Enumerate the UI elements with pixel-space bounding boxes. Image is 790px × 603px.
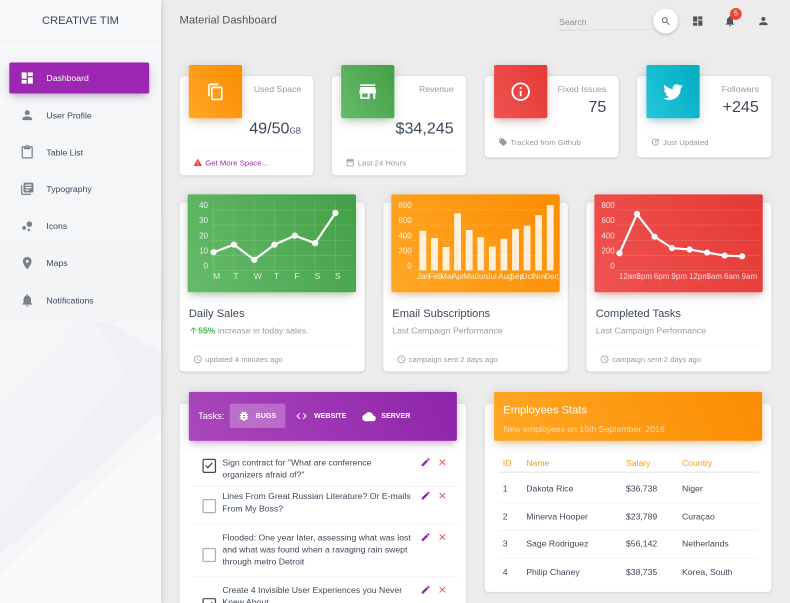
svg-text:Jun: Jun xyxy=(475,272,488,281)
svg-text:0: 0 xyxy=(610,262,615,271)
svg-text:T: T xyxy=(233,271,239,281)
svg-text:12am: 12am xyxy=(619,272,639,281)
svg-text:Nov: Nov xyxy=(533,272,547,281)
svg-text:0: 0 xyxy=(407,262,412,271)
svg-text:Mar: Mar xyxy=(440,272,454,281)
svg-text:10: 10 xyxy=(199,246,208,255)
svg-text:S: S xyxy=(335,271,341,281)
svg-text:Jul: Jul xyxy=(486,272,496,281)
svg-text:Aug: Aug xyxy=(498,272,512,281)
svg-text:3am: 3am xyxy=(707,272,723,281)
svg-text:6am: 6am xyxy=(724,272,740,281)
svg-text:T: T xyxy=(274,271,280,281)
svg-text:0: 0 xyxy=(204,262,209,271)
svg-text:9pm: 9pm xyxy=(672,272,688,281)
svg-text:12pm: 12pm xyxy=(689,272,709,281)
svg-text:800: 800 xyxy=(601,201,615,210)
svg-text:30: 30 xyxy=(199,216,208,225)
svg-text:9am: 9am xyxy=(742,272,758,281)
svg-text:Feb: Feb xyxy=(428,272,442,281)
svg-text:F: F xyxy=(294,271,299,281)
svg-text:20: 20 xyxy=(199,231,208,240)
svg-text:600: 600 xyxy=(398,216,412,225)
svg-text:Apr: Apr xyxy=(452,272,465,281)
svg-text:M: M xyxy=(213,271,220,281)
svg-text:200: 200 xyxy=(601,246,615,255)
svg-text:Dec: Dec xyxy=(544,272,558,281)
svg-text:3pm: 3pm xyxy=(637,272,653,281)
svg-text:Jan: Jan xyxy=(417,272,430,281)
svg-text:Mai: Mai xyxy=(463,272,476,281)
svg-text:Sep: Sep xyxy=(509,272,524,281)
svg-text:40: 40 xyxy=(199,201,208,210)
svg-text:400: 400 xyxy=(601,231,615,240)
svg-text:600: 600 xyxy=(601,216,615,225)
svg-text:Oct: Oct xyxy=(521,272,534,281)
svg-text:200: 200 xyxy=(398,246,412,255)
svg-text:400: 400 xyxy=(398,231,412,240)
svg-text:6pm: 6pm xyxy=(654,272,670,281)
svg-text:W: W xyxy=(254,271,263,281)
svg-text:800: 800 xyxy=(398,201,412,210)
svg-text:S: S xyxy=(315,271,321,281)
